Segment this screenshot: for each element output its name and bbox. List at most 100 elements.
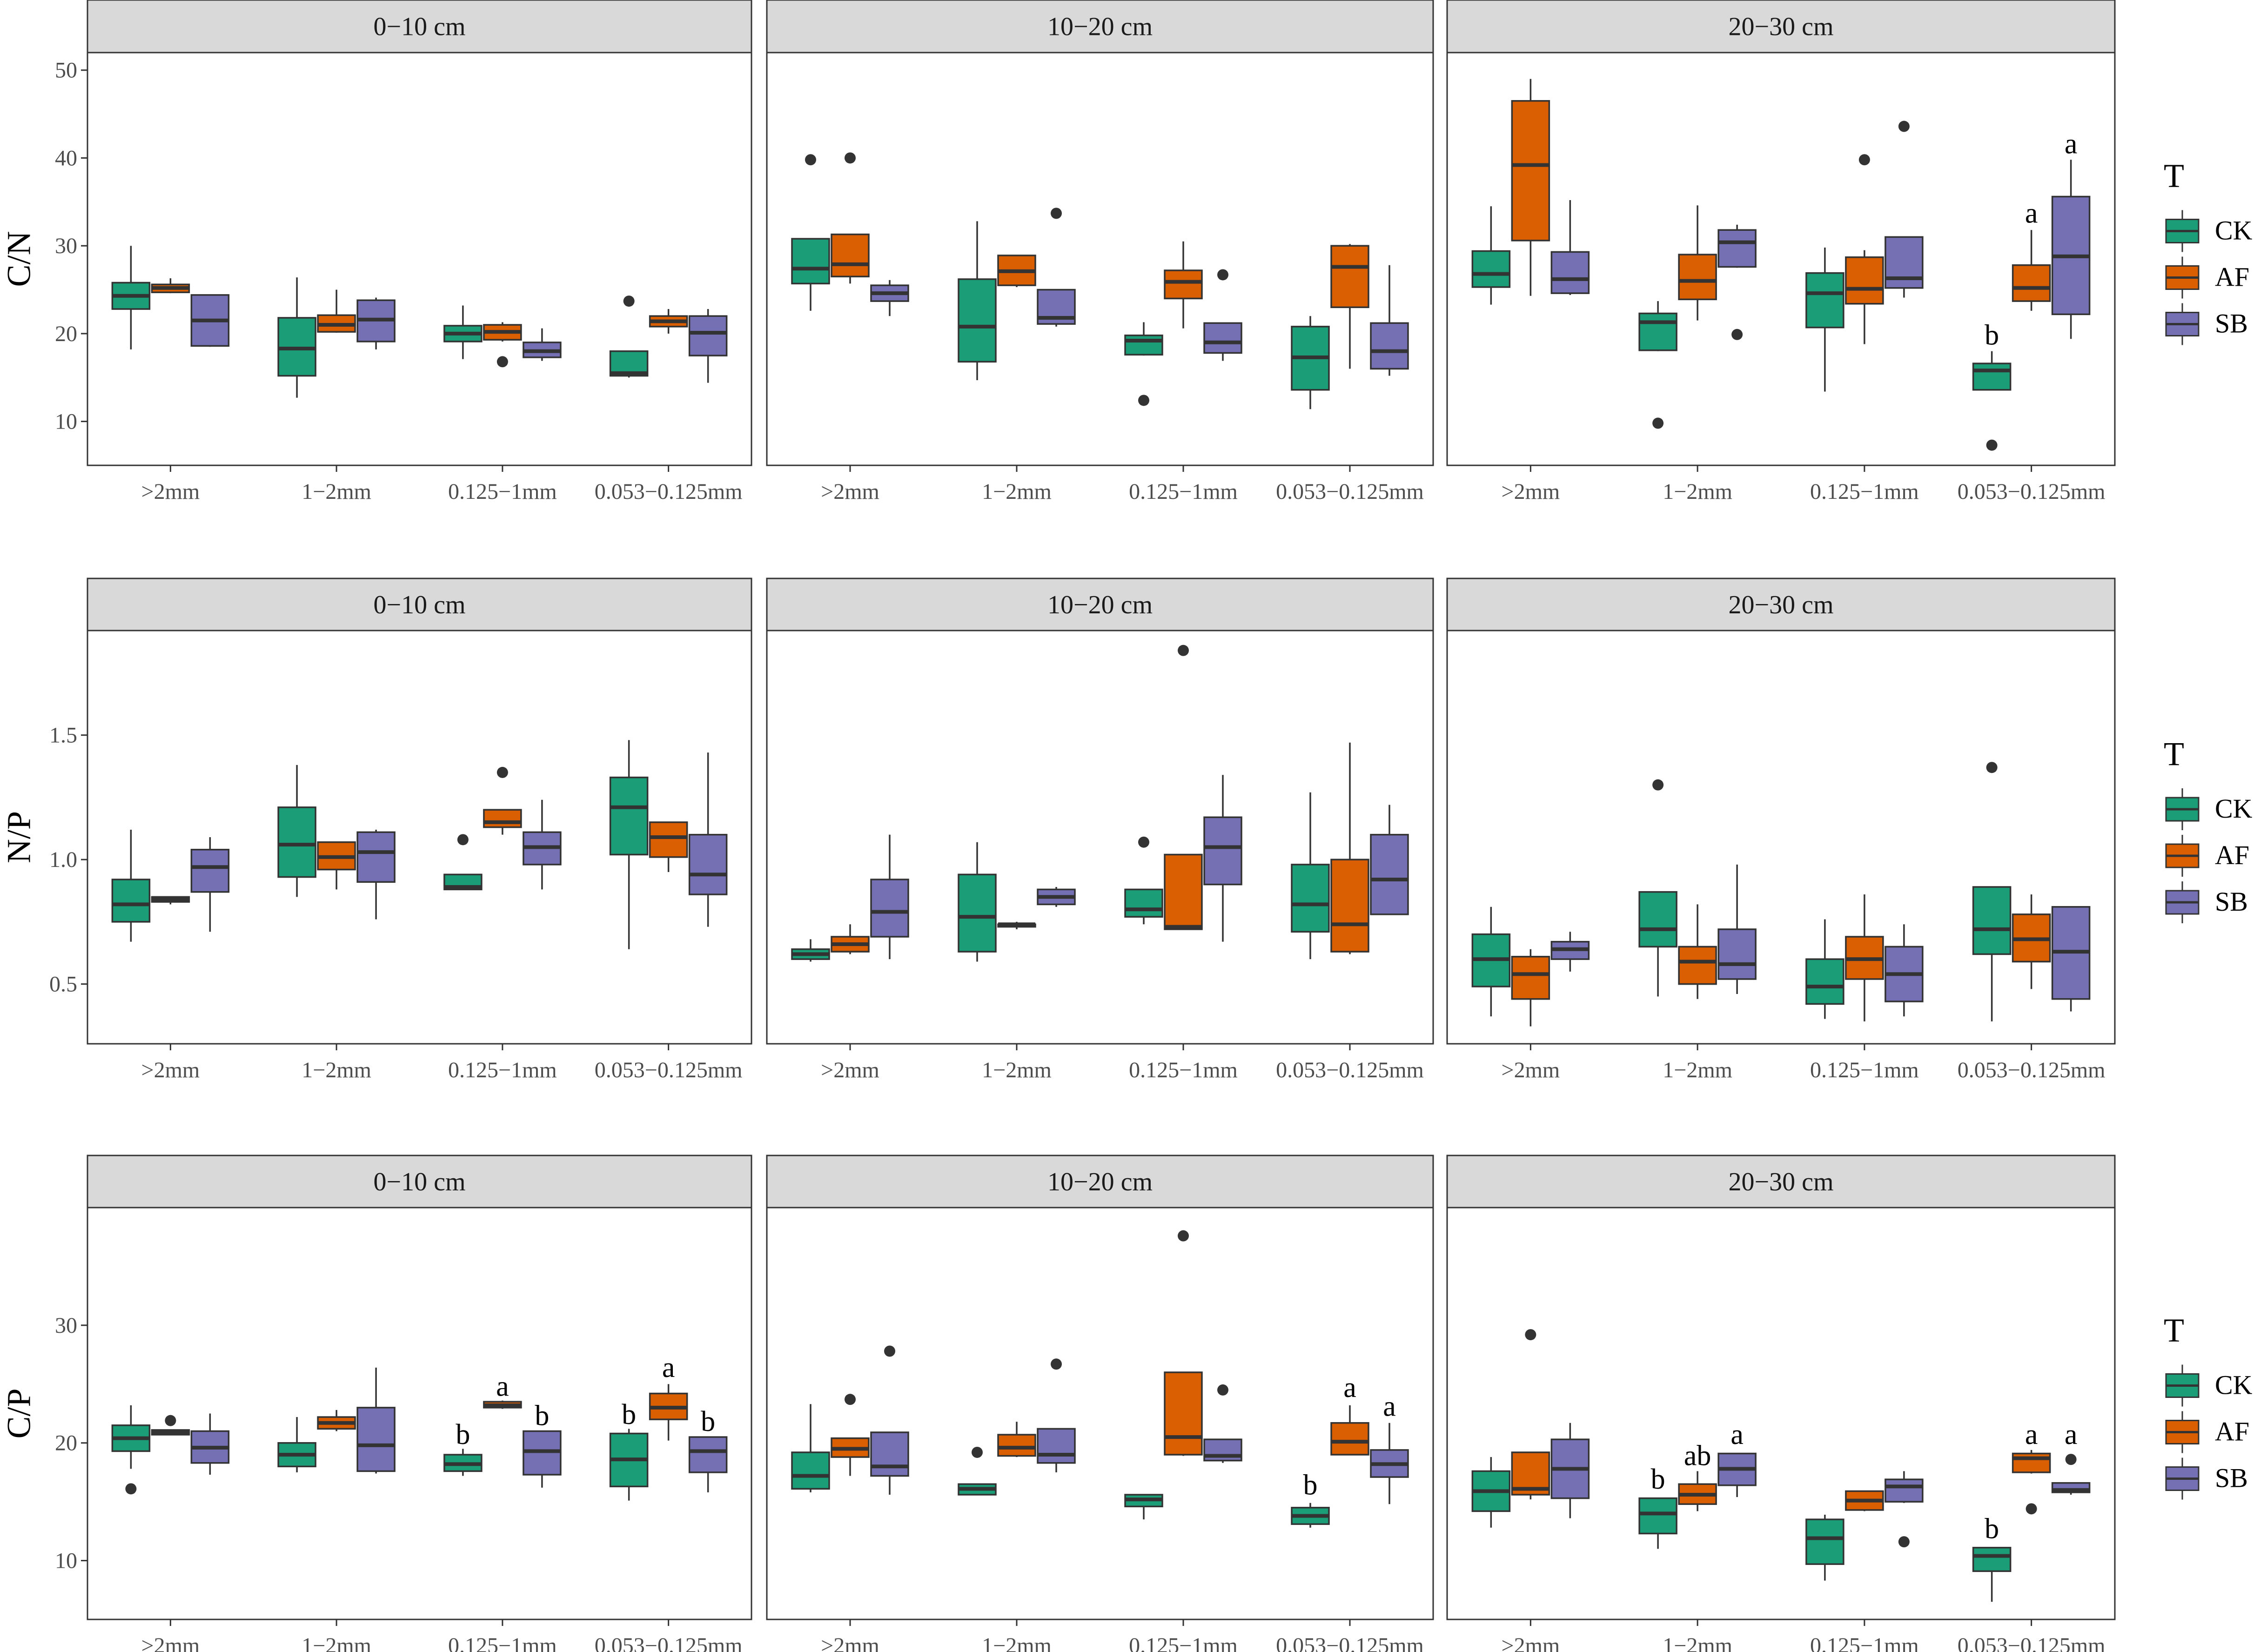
box-body	[1330, 1422, 1369, 1456]
box-af	[151, 278, 190, 294]
significance-letter: b	[1651, 1464, 1665, 1495]
x-tick-label: 1−2mm	[302, 1058, 371, 1082]
box-body	[1885, 236, 1924, 289]
panel-strip	[766, 0, 1434, 54]
legend-label: CK	[2215, 793, 2253, 824]
box-body	[2012, 1452, 2051, 1473]
box-body	[1972, 363, 2012, 391]
x-tick-label: 0.053−0.125mm	[1958, 479, 2106, 504]
box-sb	[688, 1436, 728, 1492]
box-body	[1972, 1547, 2012, 1572]
box-af	[1330, 244, 1369, 369]
significance-letter: a	[2065, 128, 2078, 160]
box-body	[1678, 946, 1717, 985]
box-body	[688, 1436, 728, 1473]
box-body	[870, 1431, 909, 1477]
outlier-point	[1731, 329, 1743, 340]
legend-key-sb: SB	[2165, 303, 2248, 345]
x-tick-label: 0.125−1mm	[448, 479, 557, 504]
box-body	[356, 831, 396, 883]
y-axis-title: C/N	[0, 231, 38, 287]
box-sb	[870, 834, 909, 960]
box-af	[1511, 1329, 1550, 1500]
legend-key-af: AF	[2165, 835, 2249, 877]
panel-2-0: 0−10 cm 10 20 30 >2mm 1−2mm 0.125−1mm 0.053−0.1…	[55, 1155, 752, 1652]
plot-area	[1446, 1207, 2116, 1620]
box-sb	[523, 328, 562, 361]
x-tick-label: 1−2mm	[1663, 1058, 1732, 1082]
box-ck	[958, 1446, 997, 1496]
x-tick-label: 1−2mm	[302, 479, 371, 504]
x-tick-label: 1−2mm	[1663, 1633, 1732, 1652]
x-tick-label: 0.053−0.125mm	[1958, 1058, 2106, 1082]
x-tick-label: 0.125−1mm	[1129, 1633, 1238, 1652]
x-tick-label: >2mm	[1502, 479, 1560, 504]
x-tick-label: 0.125−1mm	[1129, 1058, 1238, 1082]
panel-2-2: 20−30 cm >2mm 1−2mm 0.125−1mm 0.053−0.125mm b…	[1446, 1155, 2116, 1652]
x-tick-label: 0.053−0.125mm	[595, 1058, 743, 1082]
chart-row-c-n: C/N 0−10 cm 10 20 30 40 50 >2mm 1−2mm 0.125−1mm 0.…	[0, 0, 2253, 504]
box-body	[1845, 256, 1884, 305]
significance-letter: b	[701, 1406, 715, 1437]
outlier-point	[1986, 762, 1998, 773]
y-tick-label: 40	[55, 146, 77, 170]
box-ck	[1805, 919, 1844, 1019]
panel-0-1: 10−20 cm >2mm 1−2mm 0.125−1mm 0.053−0.125mm	[766, 0, 1434, 504]
box-ck	[1291, 316, 1330, 410]
box-ck	[1972, 351, 2012, 451]
panel-strip	[87, 1155, 752, 1209]
box-ck	[609, 740, 649, 949]
panel-2-1: 10−20 cm >2mm 1−2mm 0.125−1mm 0.053−0.125mm b…	[766, 1155, 1434, 1652]
box-body	[1638, 891, 1677, 948]
legend-label: CK	[2215, 1370, 2253, 1400]
box-ck	[1972, 762, 2012, 1021]
panel-1-0: 0−10 cm 0.5 1.0 1.5 >2mm 1−2mm 0.125−1mm 0.053−…	[49, 578, 752, 1082]
box-sb	[1550, 200, 1590, 295]
box-sb	[1550, 932, 1590, 972]
box-ck	[1638, 301, 1677, 429]
box-sb	[356, 829, 396, 920]
outlier-point	[1652, 779, 1664, 791]
box-af	[997, 255, 1036, 287]
box-body	[1291, 864, 1330, 933]
outlier-point	[1652, 417, 1664, 429]
box-ck	[791, 154, 830, 311]
x-tick-label: 0.125−1mm	[1810, 479, 1919, 504]
box-body	[1885, 1478, 1924, 1503]
box-body	[1717, 229, 1757, 268]
x-tick-label: 0.125−1mm	[1810, 1058, 1919, 1082]
significance-letter: a	[1343, 1372, 1356, 1404]
outlier-point	[1138, 395, 1149, 406]
box-body	[1124, 334, 1163, 356]
box-af	[831, 924, 870, 954]
box-body	[1717, 928, 1757, 980]
significance-letter: b	[622, 1399, 636, 1430]
box-sb	[1885, 924, 1924, 1017]
box-sb	[1550, 1423, 1590, 1518]
significance-letter: b	[535, 1400, 549, 1432]
box-af	[1845, 154, 1884, 344]
plot-area	[766, 630, 1434, 1045]
plot-area	[87, 52, 752, 466]
outlier-point	[1217, 1384, 1228, 1396]
x-tick-label: 0.053−0.125mm	[1276, 479, 1424, 504]
box-af	[1511, 949, 1550, 1027]
box-body	[1164, 269, 1203, 300]
box-sb	[190, 837, 230, 932]
outlier-point	[496, 766, 508, 778]
legend-key-sb: SB	[2165, 1457, 2248, 1500]
box-body	[688, 315, 728, 356]
x-tick-label: >2mm	[1502, 1633, 1560, 1652]
panel-title: 10−20 cm	[1047, 13, 1153, 41]
box-af	[997, 1422, 1036, 1457]
box-ck	[443, 305, 483, 359]
box-ck	[791, 1404, 830, 1492]
panel-strip	[87, 0, 752, 54]
y-tick-label: 10	[55, 1549, 77, 1573]
x-tick-label: 0.053−0.125mm	[595, 1633, 743, 1652]
x-tick-label: 0.053−0.125mm	[1276, 1633, 1424, 1652]
box-ck	[958, 842, 997, 962]
panel-0-0: 0−10 cm 10 20 30 40 50 >2mm 1−2mm 0.125−1mm 0.053…	[55, 0, 752, 504]
outlier-point	[125, 1483, 137, 1495]
box-sb	[1203, 775, 1242, 942]
